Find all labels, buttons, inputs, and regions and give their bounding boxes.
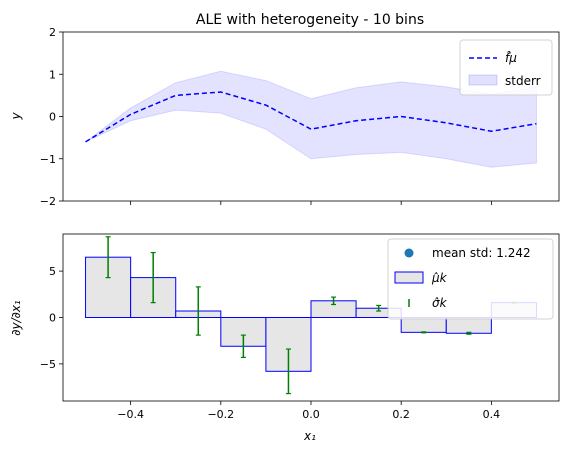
legend-mean-std-marker <box>404 248 414 258</box>
bottom-y-tick-label: 0 <box>49 312 56 325</box>
legend-mean-std-label: mean std: 1.242 <box>432 246 531 260</box>
top-y-ticks: −2 −1 0 1 2 <box>40 26 63 208</box>
bottom-legend: mean std: 1.242 μ̂k σ̂k <box>387 238 554 320</box>
legend-mu-k-label: μ̂k <box>431 271 448 285</box>
bottom-x-label: x₁ <box>303 429 316 443</box>
sigma-k-errorbar <box>331 296 337 306</box>
legend-mu-k-swatch <box>394 271 424 284</box>
bottom-x-tick-label: 0.4 <box>483 408 501 421</box>
mu-k-bar <box>400 317 447 333</box>
sigma-k-errorbar <box>466 331 472 335</box>
top-y-tick-label: −1 <box>40 153 56 166</box>
bottom-y-label: ∂y/∂x₁ <box>9 300 23 336</box>
top-legend: f̂μ stderr <box>459 39 553 96</box>
top-x-ticks <box>130 201 492 205</box>
top-y-tick-label: 2 <box>49 26 56 39</box>
sigma-k-errorbar <box>150 251 156 304</box>
bottom-y-ticks: −5 0 5 <box>40 265 63 371</box>
legend-f-mu-label: f̂μ <box>505 51 517 65</box>
legend-stderr-swatch <box>468 74 498 86</box>
bottom-x-ticks: −0.4 −0.2 0.0 0.2 0.4 <box>117 401 500 421</box>
bottom-x-tick-label: 0.0 <box>302 408 320 421</box>
bottom-x-tick-label: −0.4 <box>117 408 144 421</box>
sigma-k-errorbar <box>105 236 111 279</box>
top-legend-box <box>459 39 553 96</box>
bottom-panel: −5 0 5 −0.4 −0.2 0.0 0.2 0.4 x₁ ∂y/∂x₁ mean st… <box>9 233 560 443</box>
stderr-band <box>85 70 537 168</box>
sigma-k-errorbar <box>285 348 291 395</box>
top-y-tick-label: 1 <box>49 68 56 81</box>
sigma-k-errorbar <box>240 334 246 358</box>
top-y-tick-label: 0 <box>49 111 56 124</box>
bottom-x-tick-label: −0.2 <box>207 408 234 421</box>
sigma-k-errorbar <box>376 304 382 312</box>
mu-k-bar <box>445 317 492 334</box>
bottom-y-tick-label: −5 <box>40 358 56 371</box>
legend-stderr-label: stderr <box>505 74 541 88</box>
top-plot-area <box>85 70 537 168</box>
top-panel: ALE with heterogeneity - 10 bins −2 −1 0 1 2… <box>9 12 560 208</box>
bottom-x-tick-label: 0.2 <box>392 408 410 421</box>
legend-sigma-k-label: σ̂k <box>432 296 448 310</box>
sigma-k-errorbar <box>195 286 201 336</box>
bottom-y-tick-label: 5 <box>49 265 56 278</box>
bottom-legend-box <box>387 238 554 320</box>
top-y-tick-label: −2 <box>40 195 56 208</box>
top-y-label: y <box>9 112 23 121</box>
sigma-k-errorbar <box>421 331 427 334</box>
top-title: ALE with heterogeneity - 10 bins <box>196 12 424 28</box>
